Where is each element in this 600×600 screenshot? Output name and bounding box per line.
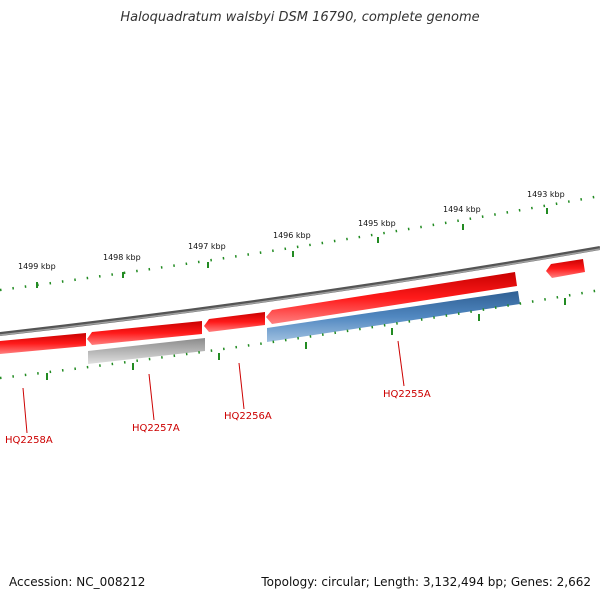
ruler-label: 1497 kbp [188, 242, 226, 251]
ruler-label: 1494 kbp [443, 205, 481, 214]
inner-tick-row [0, 288, 600, 380]
gene-label[interactable]: HQ2256A [224, 411, 272, 422]
callout-line [238, 362, 245, 410]
gene-arrow-hq2255a[interactable] [266, 272, 517, 324]
gene-arrow-next[interactable] [546, 259, 585, 278]
gene-label[interactable]: HQ2257A [132, 423, 180, 434]
callout-line [22, 387, 28, 434]
topology-label: Topology: circular; Length: 3,132,494 bp… [261, 575, 591, 589]
genome-backbone [0, 246, 600, 336]
gene-arrow-hq2257a[interactable] [87, 321, 202, 345]
cds-feature-hq2255a[interactable] [267, 291, 520, 342]
ruler-label: 1495 kbp [358, 219, 396, 228]
gene-arrow-hq2256a[interactable] [204, 312, 265, 332]
map-title: Haloquadratum walsbyi DSM 16790, complet… [120, 10, 480, 25]
ruler-label: 1499 kbp [18, 262, 56, 271]
genome-backbone-highlight [0, 248, 600, 336]
ruler-label: 1496 kbp [273, 231, 311, 240]
accession-label: Accession: NC_008212 [9, 575, 146, 589]
callout-line [148, 373, 155, 421]
feature-hq2257a[interactable] [88, 338, 205, 364]
ruler-label: 1493 kbp [527, 190, 565, 199]
gene-label[interactable]: HQ2255A [383, 389, 431, 400]
gene-label[interactable]: HQ2258A [5, 435, 53, 446]
gene-arrow-hq2258a[interactable] [0, 333, 86, 354]
ruler-label: 1498 kbp [103, 253, 141, 262]
outer-tick-row [0, 194, 600, 292]
callout-line [397, 340, 405, 387]
